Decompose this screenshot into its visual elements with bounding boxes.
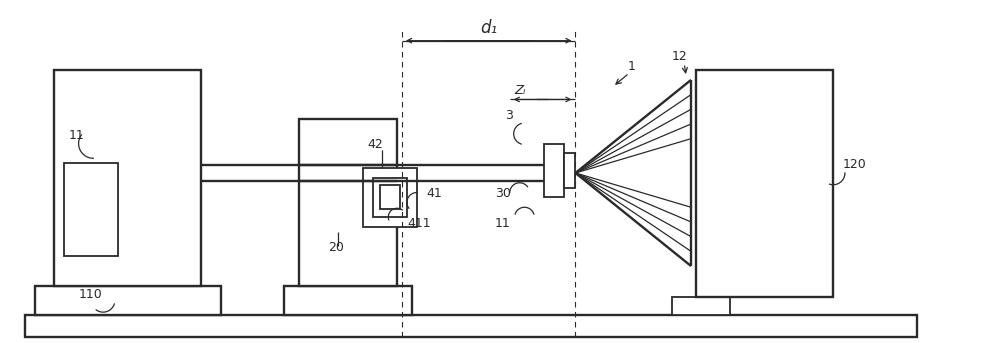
- Text: 411: 411: [407, 217, 431, 230]
- Bar: [284, 286, 412, 315]
- Bar: [564, 153, 575, 188]
- Text: 3: 3: [505, 109, 513, 122]
- Text: 120: 120: [843, 158, 867, 171]
- Text: Zₗ: Zₗ: [515, 84, 526, 96]
- Text: 11: 11: [69, 129, 85, 142]
- Bar: [544, 144, 564, 198]
- Bar: [696, 70, 833, 297]
- Bar: [34, 286, 221, 315]
- Bar: [373, 178, 407, 217]
- Bar: [299, 119, 397, 286]
- Bar: [54, 70, 201, 286]
- Text: d₁: d₁: [480, 19, 497, 37]
- Bar: [363, 168, 417, 227]
- Text: 1: 1: [627, 60, 635, 73]
- Bar: [380, 185, 400, 209]
- Text: 30: 30: [495, 188, 511, 200]
- Text: 11: 11: [495, 217, 511, 230]
- Text: 20: 20: [328, 241, 344, 255]
- Text: 12: 12: [672, 50, 687, 63]
- Text: 42: 42: [368, 139, 383, 152]
- Text: 110: 110: [79, 288, 102, 301]
- Bar: [25, 315, 917, 336]
- Bar: [672, 297, 730, 315]
- Bar: [64, 163, 118, 256]
- Text: 41: 41: [427, 188, 442, 200]
